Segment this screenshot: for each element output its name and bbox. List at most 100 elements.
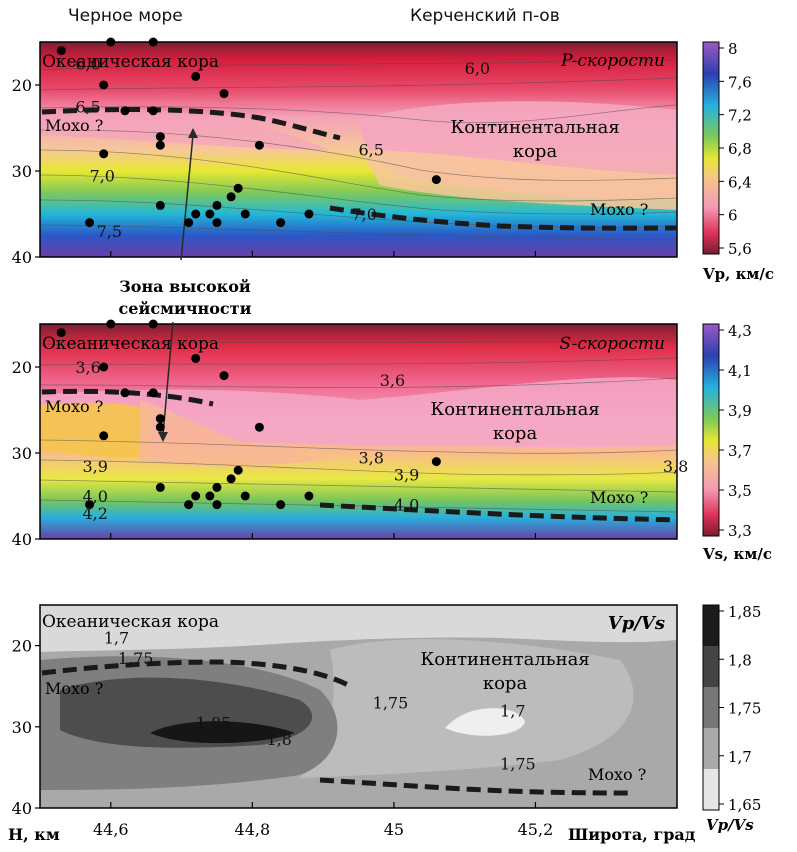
colorbar-tick-label: 1,75	[728, 700, 761, 718]
moho-line-vpvs-left	[41, 659, 352, 689]
contour-label: 1,7	[500, 702, 525, 721]
contour-label: 1,8	[266, 730, 291, 749]
contour-label: 6,5	[75, 98, 100, 117]
earthquake-event	[184, 218, 194, 228]
moho-label-vpvs-right: Мохо ?	[588, 765, 646, 784]
vs-colorbar	[702, 323, 720, 537]
vpvs-panel-title: Vp/Vs	[608, 613, 665, 634]
vp-regions	[40, 101, 677, 210]
earthquake-event	[304, 209, 314, 219]
contour-label: 3,8	[663, 457, 688, 476]
colorbar-tick-label: 1,65	[728, 796, 761, 814]
earthquake-event	[120, 106, 130, 116]
colorbar-tick-label: 1,85	[728, 603, 761, 621]
y-tick-label: 40	[12, 248, 32, 267]
earthquake-event	[205, 209, 215, 219]
vpvs-colorbar-label: Vp/Vs	[706, 816, 754, 834]
continental-crust-label-vs-line2: кора	[493, 423, 538, 444]
y-axis-label: H, км	[8, 825, 60, 844]
colorbar-tick-label: 4,1	[728, 362, 752, 380]
colorbar-tick-label: 1,8	[728, 651, 752, 669]
colorbar-tick-label: 7,2	[728, 107, 752, 125]
events-layer	[56, 37, 441, 510]
earthquake-event	[155, 132, 165, 142]
moho-line-vp-left	[41, 107, 341, 141]
earthquake-event	[99, 431, 109, 441]
contour-label: 1,85	[196, 714, 232, 733]
continental-crust-label-vp-line2: кора	[513, 141, 558, 162]
oceanic-crust-label-vpvs: Океаническая кора	[42, 612, 219, 632]
contour-label: 4,0	[82, 487, 107, 506]
continental-crust-label-vs-line1: Континентальная	[430, 399, 599, 420]
vs-panel	[39, 323, 720, 540]
contour-label: 3,6	[380, 371, 405, 390]
vp-colorbar	[702, 41, 720, 255]
vs-colorbar-label: Vs, км/с	[702, 545, 772, 563]
earthquake-event	[106, 319, 116, 329]
earthquake-event	[99, 362, 109, 372]
colorbar-tick-label: 3,7	[728, 442, 752, 460]
earthquake-event	[191, 491, 201, 501]
moho-label-vpvs-left: Мохо ?	[45, 679, 103, 698]
earthquake-event	[99, 149, 109, 159]
earthquake-event	[148, 319, 158, 329]
moho-label-vs-right: Мохо ?	[590, 488, 648, 507]
colorbar-tick-label: 5,6	[728, 240, 752, 258]
moho-label-vs-left: Мохо ?	[45, 397, 103, 416]
earthquake-event	[191, 209, 201, 219]
moho-label-vp-left: Мохо ?	[45, 116, 103, 135]
earthquake-event	[431, 175, 441, 185]
earthquake-event	[155, 200, 165, 210]
moho-lines	[41, 107, 678, 796]
moho-label-vp-right: Мохо ?	[590, 200, 648, 219]
earthquake-event	[191, 353, 201, 363]
vpvs-panel	[39, 604, 720, 811]
earthquake-event	[212, 200, 222, 210]
contour-label: 3,8	[359, 448, 384, 467]
colorbar-tick-label: 6,8	[728, 140, 752, 158]
colorbar-tick-label: 4,3	[728, 322, 752, 340]
contour-label: 4,2	[82, 504, 107, 523]
earthquake-event	[184, 500, 194, 510]
earthquake-event	[205, 491, 215, 501]
contour-label: 3,9	[82, 457, 107, 476]
vs-panel-title: S-скорости	[559, 334, 665, 354]
vp-frame	[39, 41, 678, 258]
earthquake-event	[212, 500, 222, 510]
contour-label: 6,0	[465, 59, 490, 78]
earthquake-event	[254, 140, 264, 150]
vpvs-frame	[39, 604, 678, 809]
contour-label: 1,75	[500, 754, 536, 773]
axis-layer: 20 30 40 8 7,6 7,2 6,8 6,4 6 5,6 20 30 40 4,3 4,1 3,9 3,…	[12, 40, 762, 839]
y-tick-label: 20	[12, 358, 32, 377]
seismicity-arrows	[158, 128, 198, 442]
earthquake-event	[85, 218, 95, 228]
high-seismicity-label-line2: сейсмичности	[119, 299, 252, 318]
colorbar-tick-label: 3,3	[728, 522, 752, 540]
earthquake-event	[85, 500, 95, 510]
vpvs-regions	[40, 605, 677, 790]
earthquake-event	[240, 209, 250, 219]
moho-line-vpvs-right	[319, 777, 631, 796]
earthquake-event	[155, 482, 165, 492]
earthquake-event	[240, 491, 250, 501]
earthquake-event	[212, 218, 222, 228]
contour-label: 6,0	[75, 55, 100, 74]
contour-label: 1,75	[118, 649, 154, 668]
x-tick-label: 45,2	[518, 820, 554, 839]
y-tick-label: 20	[12, 637, 32, 656]
y-tick-label: 40	[12, 530, 32, 549]
labels-layer: 6,06,57,07,56,06,57,03,63,94,04,23,63,83…	[75, 55, 688, 774]
y-tick-label: 30	[12, 444, 32, 463]
contour-label: 1,75	[373, 693, 409, 712]
continental-crust-label-vpvs-line1: Континентальная	[420, 649, 589, 670]
x-tick-label: 45	[384, 820, 404, 839]
high-seismicity-label-line1: Зона высокой	[119, 277, 251, 296]
continental-crust-label-vp-line1: Континентальная	[450, 117, 619, 138]
x-axis-label: Широта, град	[568, 825, 696, 844]
earthquake-event	[219, 371, 229, 381]
moho-line-vp-right	[329, 205, 678, 231]
earthquake-event	[276, 218, 286, 228]
oceanic-crust-label-vs: Океаническая кора	[42, 334, 219, 354]
